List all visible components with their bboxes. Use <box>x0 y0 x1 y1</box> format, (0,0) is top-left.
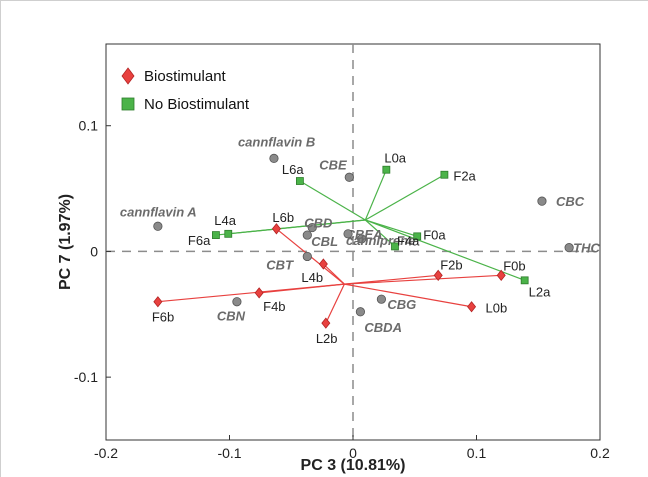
score-marker-l2b <box>321 317 331 329</box>
loading-marker-cbl <box>302 230 312 240</box>
loading-marker-cbc <box>537 196 547 206</box>
legend-marker-no-biostimulant <box>121 97 135 111</box>
loading-label-cbe: CBE <box>319 157 347 172</box>
score-marker-f4b <box>254 287 264 299</box>
loading-label-cbda: CBDA <box>364 320 402 335</box>
loading-marker-cbda <box>355 307 366 317</box>
loading-marker-cbd <box>307 222 317 233</box>
loading-marker-cbe <box>344 172 354 182</box>
loading-marker-cbea <box>357 234 367 244</box>
x-tick-label: -0.1 <box>217 445 241 461</box>
loading-label-cbg: CBG <box>387 297 416 312</box>
loading-label-cbc: CBC <box>556 194 585 209</box>
score-label-l2a: L2a <box>529 284 551 299</box>
x-axis-title: PC 3 (10.81%) <box>301 457 406 474</box>
score-marker-f4a <box>391 242 399 251</box>
score-label-l6a: L6a <box>282 162 304 177</box>
x-tick-label: 0.2 <box>590 445 610 461</box>
axis-ticks: -0.2 -0.1 0 0.1 0.2 0.1 0 -0.1 <box>74 118 610 461</box>
score-label-l6b: L6b <box>272 210 294 225</box>
score-label-f4b: F4b <box>263 299 285 314</box>
score-label-l0b: L0b <box>486 301 508 316</box>
loading-label-cannflavin-b: cannflavin B <box>238 134 315 149</box>
loading-marker-cbn <box>232 297 242 307</box>
connector-l6a <box>299 180 366 221</box>
x-tick-label: 0 <box>349 445 357 461</box>
connector-f2a <box>365 174 445 221</box>
connector-f0b <box>344 274 502 285</box>
score-marker-l6a <box>295 177 304 185</box>
score-label-f6b: F6b <box>152 310 174 325</box>
score-marker-f0a <box>413 232 422 241</box>
loading-label-cbn: CBN <box>217 309 246 324</box>
loading-label-thc: THC <box>573 241 600 256</box>
score-label-l4b: L4b <box>301 270 323 285</box>
legend-label-no-biostimulant: No Biostimulant <box>144 96 250 113</box>
score-label-l2b: L2b <box>316 331 338 346</box>
score-marker-l4a <box>224 229 233 238</box>
connector-l2a <box>365 219 525 281</box>
loading-label-cbl: CBL <box>311 234 338 249</box>
score-label-f0b: F0b <box>503 258 525 273</box>
score-marker-l2a <box>520 276 529 285</box>
connector-l0a <box>364 169 387 221</box>
score-label-f2a: F2a <box>453 169 476 184</box>
loading-marker-cannflavin-a <box>153 221 163 231</box>
frame-left-border <box>0 0 1 477</box>
connector-l4a <box>228 219 366 235</box>
y-tick-label: -0.1 <box>74 369 98 385</box>
score-label-f2b: F2b <box>440 257 462 272</box>
connector-l2b <box>325 283 345 324</box>
connector-f4a <box>364 219 396 247</box>
x-tick-label: -0.2 <box>94 445 118 461</box>
loading-label-cbea: CBEA <box>346 227 383 242</box>
score-marker-l0a <box>382 165 391 174</box>
y-axis-title: PC 7 (1.97%) <box>57 194 74 290</box>
connector-f4b <box>259 283 345 294</box>
loading-label-cbt: CBT <box>266 257 294 272</box>
score-marker-l4b <box>318 258 328 270</box>
x-tick-label: 0.1 <box>467 445 487 461</box>
y-tick-label: 0.1 <box>79 118 99 134</box>
loading-marker-cannflavin-b <box>269 153 279 163</box>
connector-l0b <box>344 283 472 308</box>
score-marker-f2a <box>440 170 449 179</box>
score-marker-f2b <box>433 269 443 281</box>
zero-reference-lines <box>106 44 600 440</box>
score-marker-l6b <box>271 223 281 235</box>
group-connector-lines <box>157 169 525 324</box>
score-label-l4a: L4a <box>214 213 236 228</box>
loading-marker-cbg <box>376 294 387 304</box>
loading-marker-cbt <box>302 251 312 262</box>
score-marker-f0b <box>496 269 506 281</box>
loading-label-cbd: CBD <box>304 216 333 231</box>
loading-label-cannflavin-a: cannflavin A <box>120 204 197 219</box>
frame-top-border <box>0 0 648 1</box>
y-tick-label: 0 <box>90 243 98 259</box>
score-marker-l0b <box>467 301 477 313</box>
score-marker-f6a <box>212 231 220 239</box>
score-label-f4a: F4a <box>397 233 420 248</box>
loading-points: cannflavin A cannflavin B CBE CBD CBEA CBL CBT… <box>120 134 601 334</box>
loading-marker-canniprene <box>343 229 353 239</box>
loading-marker-thc <box>564 243 574 253</box>
legend: Biostimulant No Biostimulant <box>121 67 250 113</box>
score-marker-f6b <box>153 296 163 308</box>
score-label-f0a: F0a <box>423 227 446 242</box>
score-label-l0a: L0a <box>384 151 406 166</box>
connector-l4b <box>322 263 345 285</box>
legend-label-biostimulant: Biostimulant <box>144 68 227 85</box>
score-label-f6a: F6a <box>188 233 211 248</box>
legend-marker-biostimulant <box>121 67 135 85</box>
